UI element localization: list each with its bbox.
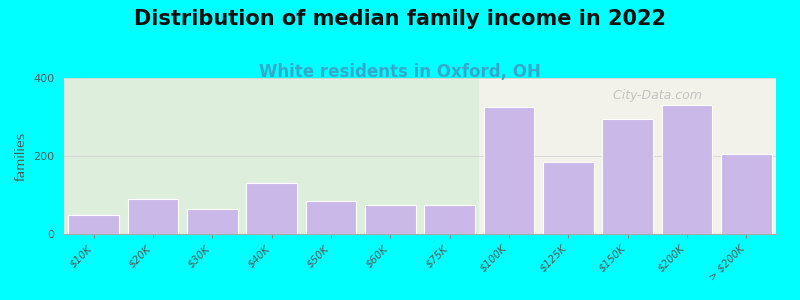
Bar [484,107,534,234]
Bar [69,214,119,234]
Bar [721,154,771,234]
Bar [306,201,356,234]
Bar [425,205,475,234]
Bar [128,199,178,234]
Y-axis label: families: families [14,131,27,181]
Bar [543,162,594,234]
Text: White residents in Oxford, OH: White residents in Oxford, OH [259,63,541,81]
Bar [187,209,238,234]
Bar [64,78,479,234]
Bar [365,205,415,234]
Bar [602,119,653,234]
Bar [479,78,800,234]
Text: City-Data.com: City-Data.com [605,89,702,102]
Bar [662,105,712,234]
Bar [246,183,297,234]
Text: Distribution of median family income in 2022: Distribution of median family income in … [134,9,666,29]
